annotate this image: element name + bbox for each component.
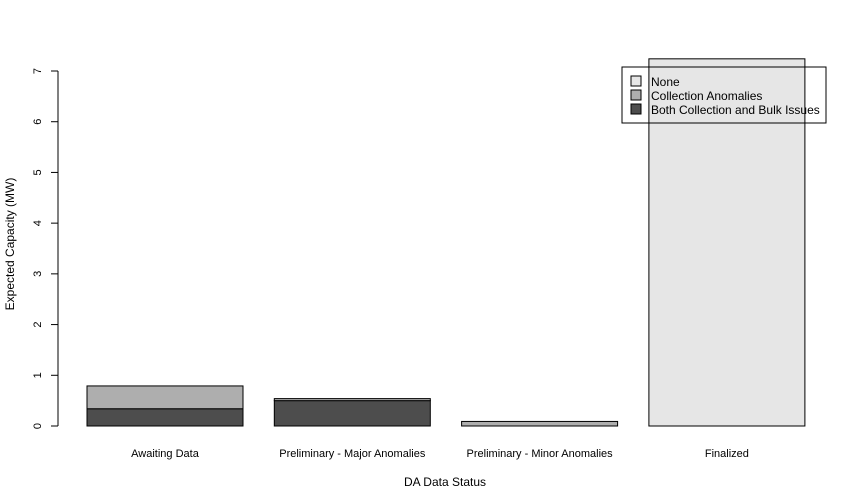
x-tick-label: Finalized — [705, 448, 749, 460]
y-tick-label: 3 — [32, 271, 44, 277]
bar-3-series-2 — [648, 58, 806, 427]
y-tick-label: 4 — [32, 220, 44, 226]
y-tick-label: 5 — [32, 169, 44, 175]
y-axis-title: Expected Capacity (MW) — [3, 178, 17, 311]
x-tick-label: Awaiting Data — [131, 448, 200, 460]
legend-entry-collection-anomalies: Collection Anomalies — [630, 89, 762, 103]
x-tick-label: Preliminary - Major Anomalies — [279, 448, 426, 460]
legend-box — [621, 66, 827, 124]
bar-1-series-1 — [273, 398, 431, 402]
bar-0-series-0 — [86, 408, 244, 427]
legend-swatch-collection-anomalies — [630, 89, 642, 101]
y-tick-label: 0 — [32, 423, 44, 429]
bar-2-series-1 — [461, 420, 619, 427]
bar-group — [86, 58, 806, 427]
legend-entry-both-issues: Both Collection and Bulk Issues — [630, 103, 820, 117]
bar-0-series-1 — [86, 385, 244, 410]
y-tick-label: 6 — [32, 119, 44, 125]
x-axis-title: DA Data Status — [404, 475, 486, 489]
legend-label-both-issues: Both Collection and Bulk Issues — [651, 103, 820, 117]
legend-swatch-both-issues — [630, 103, 642, 115]
legend-label-collection-anomalies: Collection Anomalies — [651, 89, 762, 103]
legend-swatch-none — [630, 75, 642, 87]
legend: None Collection Anomalies Both Collectio… — [621, 66, 827, 124]
y-axis: 0 1 2 3 4 5 6 7 — [32, 68, 59, 429]
y-tick-label: 2 — [32, 322, 44, 328]
y-tick-label: 1 — [32, 372, 44, 378]
legend-entry-none: None — [630, 75, 680, 89]
legend-label-none: None — [651, 75, 680, 89]
bar-1-series-0 — [273, 400, 431, 427]
x-tick-label: Preliminary - Minor Anomalies — [467, 448, 614, 460]
y-tick-label: 7 — [32, 68, 44, 74]
x-axis-labels: Awaiting Data Preliminary - Major Anomali… — [131, 448, 749, 460]
